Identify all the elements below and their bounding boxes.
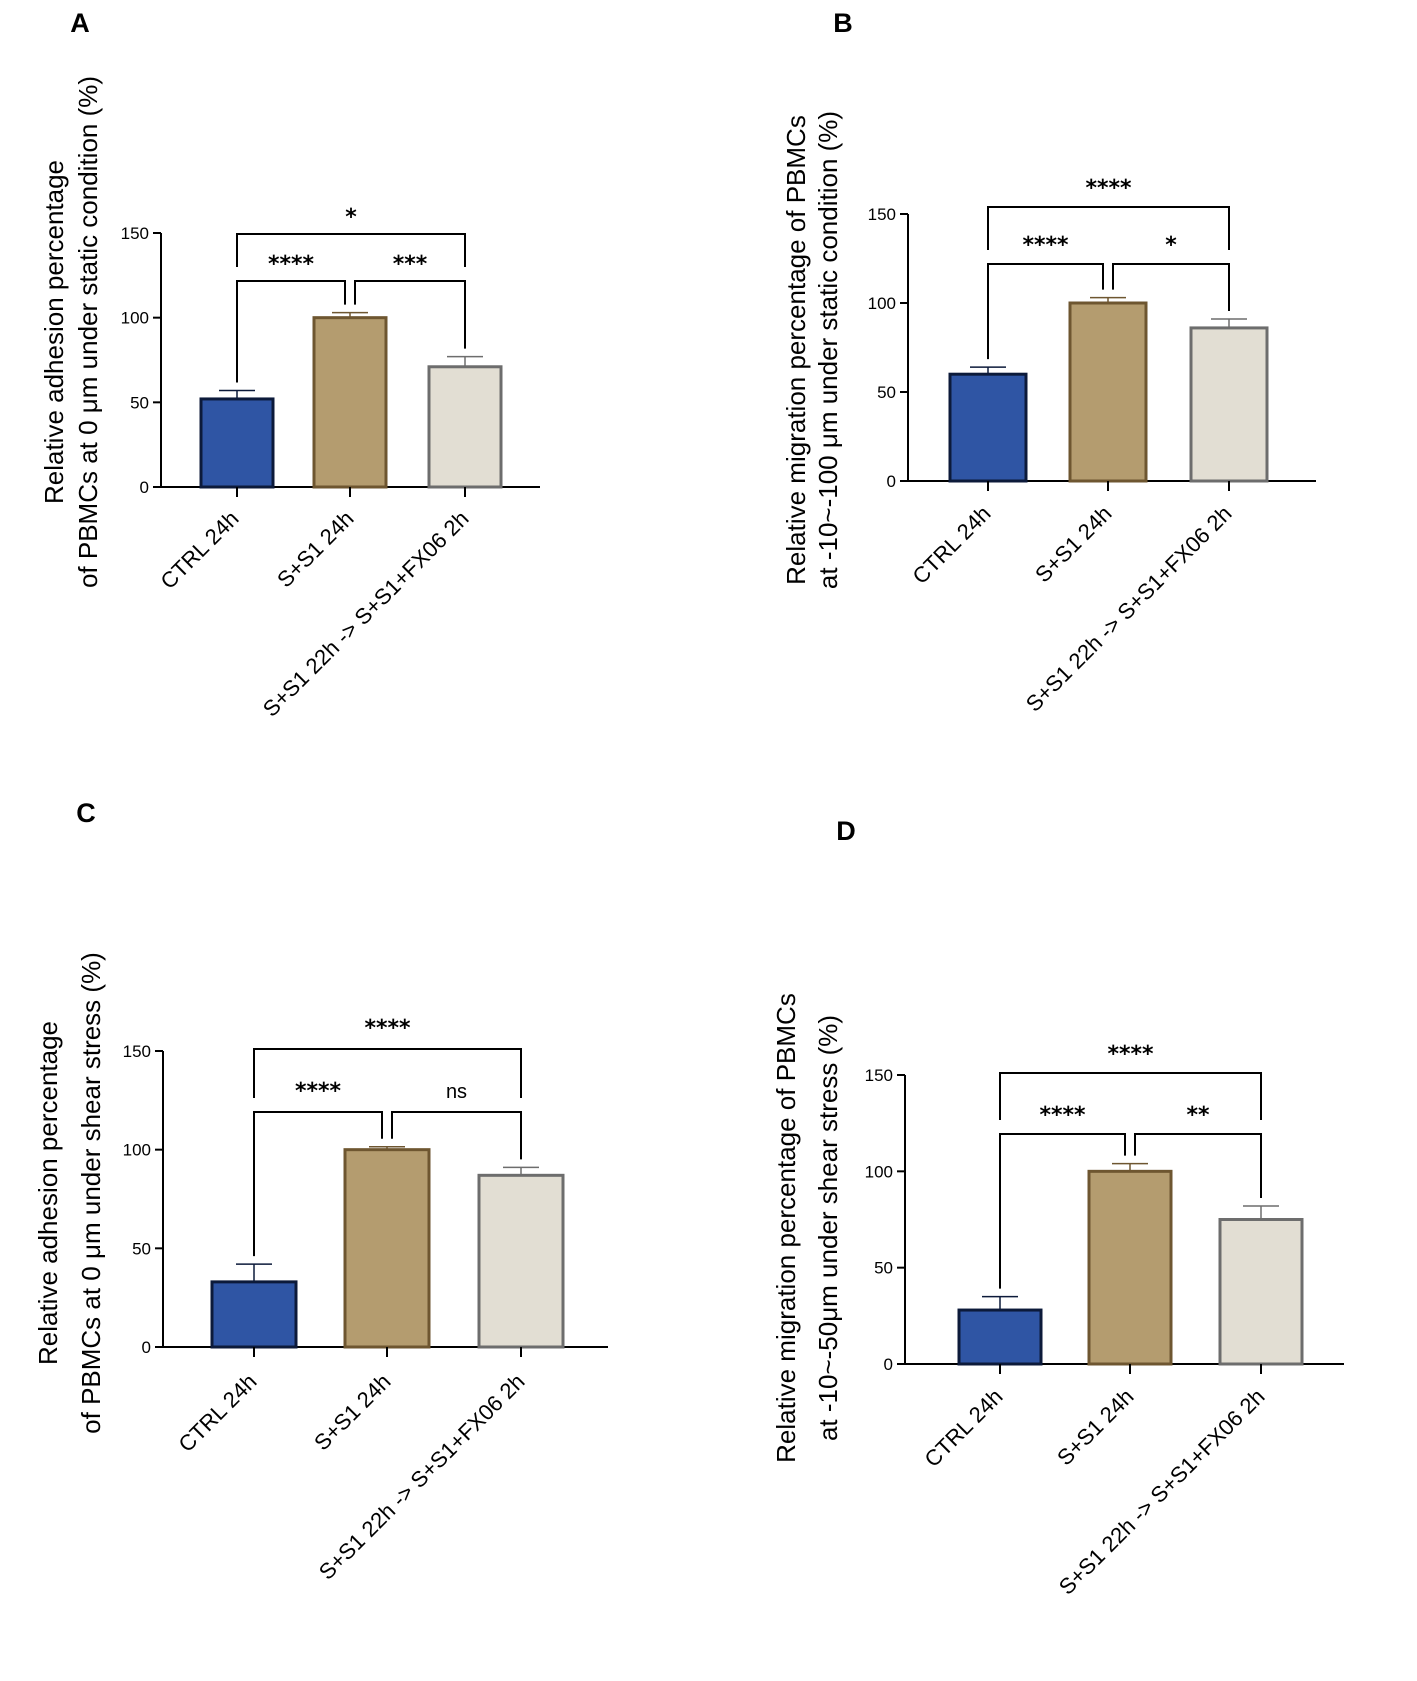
- y-tick-label: 0: [887, 472, 896, 491]
- significance-label: ****: [1107, 1042, 1154, 1067]
- significance-bracket: [999, 1072, 1262, 1120]
- y-axis-label: Relative migration percentage of PBMCs: [781, 115, 811, 585]
- panel-b: B Relative migration percentage of PBMCs a…: [781, 8, 1316, 717]
- y-axis-label: of PBMCs at 0 μm under static condition …: [73, 76, 103, 588]
- bar-s-s1-24h: [312, 316, 388, 489]
- panel-a: A Relative adhesion percentage of PBMCs at…: [39, 8, 540, 722]
- category-label: CTRL 24h: [908, 501, 996, 589]
- y-tick-label: 50: [877, 383, 896, 402]
- bar-s-s1-fx06: [427, 365, 503, 489]
- category-label: S+S1 24h: [1030, 501, 1116, 587]
- panel-c: C Relative adhesion percentage of PBMCs at…: [33, 798, 608, 1585]
- significance-bracket: [987, 206, 1230, 250]
- significance-bracket: [391, 1111, 522, 1160]
- category-label: S+S1 22h -> S+S1+FX06 2h: [1054, 1384, 1270, 1600]
- y-tick-label: 0: [140, 478, 149, 497]
- significance-label: ****: [295, 1079, 342, 1104]
- significance-label: ****: [268, 252, 315, 277]
- y-tick-label: 0: [884, 1355, 893, 1374]
- category-label: CTRL 24h: [174, 1369, 262, 1457]
- bar-s-s1-24h: [343, 1148, 431, 1349]
- category-label: S+S1 22h -> S+S1+FX06 2h: [1021, 501, 1237, 717]
- y-tick-label: 150: [868, 205, 896, 224]
- y-tick-label: 100: [868, 294, 896, 313]
- y-tick-label: 50: [874, 1259, 893, 1278]
- y-axis-label: Relative adhesion percentage: [39, 160, 69, 504]
- significance-label: ****: [1085, 176, 1132, 201]
- category-label: S+S1 24h: [1052, 1384, 1138, 1470]
- category-label: S+S1 24h: [272, 506, 358, 592]
- significance-label: **: [1186, 1103, 1210, 1128]
- significance-bracket: [253, 1111, 383, 1257]
- y-tick-label: 50: [132, 1239, 151, 1258]
- category-label: S+S1 24h: [309, 1369, 395, 1455]
- significance-bracket: [253, 1048, 522, 1098]
- significance-bracket: [354, 280, 466, 349]
- significance-label: ****: [364, 1016, 411, 1041]
- significance-bracket: [236, 280, 346, 383]
- bar-s-s1-fx06: [1218, 1218, 1304, 1366]
- bar-ctrl-24h: [199, 397, 275, 489]
- y-axis-label: at -10~-50μm under shear stress (%): [813, 1015, 843, 1441]
- significance-bracket: [1134, 1133, 1262, 1199]
- significance-bracket: [999, 1133, 1126, 1289]
- y-tick-label: 0: [142, 1338, 151, 1357]
- y-axis-label: at -10~-100 μm under static condition (%…: [813, 111, 843, 589]
- y-tick-label: 150: [121, 224, 149, 243]
- y-tick-label: 150: [123, 1042, 151, 1061]
- y-tick-label: 100: [123, 1141, 151, 1160]
- bar-s-s1-24h: [1068, 301, 1148, 483]
- y-tick-label: 150: [865, 1066, 893, 1085]
- bar-s-s1-fx06: [477, 1173, 565, 1349]
- bar-ctrl-24h: [948, 372, 1028, 483]
- bar-ctrl-24h: [210, 1280, 298, 1349]
- y-tick-label: 100: [121, 309, 149, 328]
- category-label: CTRL 24h: [920, 1384, 1008, 1472]
- significance-label: ****: [1039, 1103, 1086, 1128]
- significance-bracket: [1112, 263, 1230, 312]
- y-axis-label: Relative migration percentage of PBMCs: [771, 993, 801, 1463]
- panel-letter: C: [76, 798, 96, 828]
- bar-ctrl-24h: [957, 1308, 1043, 1366]
- significance-label: ns: [446, 1081, 467, 1103]
- bar-s-s1-24h: [1087, 1169, 1173, 1366]
- panel-d: D Relative migration percentage of PBMCs a…: [771, 816, 1344, 1600]
- significance-label: ***: [393, 252, 428, 277]
- significance-label: *: [345, 205, 357, 230]
- significance-bracket: [987, 263, 1104, 360]
- category-label: CTRL 24h: [156, 506, 244, 594]
- panel-letter: B: [833, 8, 853, 38]
- category-label: S+S1 22h -> S+S1+FX06 2h: [258, 506, 474, 722]
- significance-label: *: [1165, 233, 1177, 258]
- bar-s-s1-fx06: [1189, 326, 1269, 483]
- y-axis-label: of PBMCs at 0 μm under shear stress (%): [76, 952, 106, 1434]
- panel-letter: D: [836, 816, 856, 846]
- significance-label: ****: [1022, 233, 1069, 258]
- y-axis-label: Relative adhesion percentage: [33, 1021, 63, 1365]
- panel-letter: A: [70, 8, 90, 38]
- y-tick-label: 50: [130, 393, 149, 412]
- significance-bracket: [236, 233, 466, 267]
- y-tick-label: 100: [865, 1162, 893, 1181]
